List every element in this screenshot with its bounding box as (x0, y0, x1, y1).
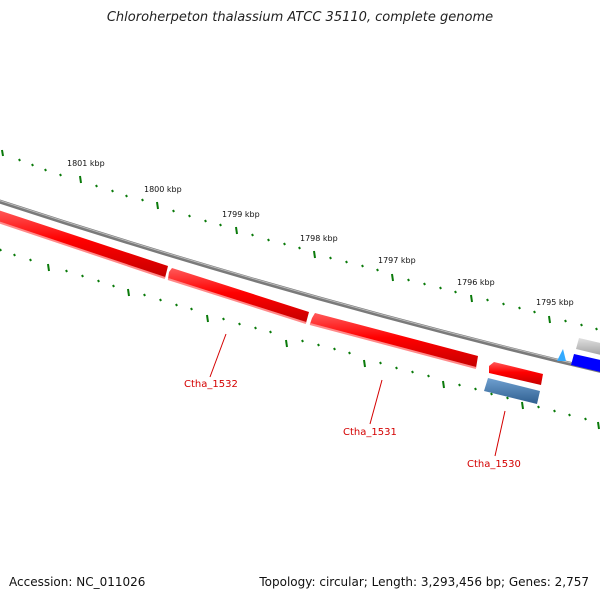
gene-label[interactable]: Ctha_1532 (184, 379, 238, 390)
forward-features (0, 209, 543, 385)
gene-feature[interactable] (0, 209, 168, 278)
ruler-label: 1796 kbp (457, 278, 495, 287)
ruler-label: 1799 kbp (222, 210, 260, 219)
label-leaders (209, 333, 506, 457)
genome-title: Chloroherpeton thalassium ATCC 35110, co… (106, 10, 494, 25)
gene-feature[interactable] (168, 268, 309, 323)
ruler-label: 1801 kbp (67, 159, 105, 168)
inner-tick-track (0, 248, 600, 430)
gene-feature[interactable] (310, 313, 478, 368)
gene-label[interactable]: Ctha_1530 (467, 459, 521, 470)
ruler-label: 1797 kbp (378, 256, 416, 265)
accession-text: Accession: NC_011026 (9, 575, 146, 589)
ruler-label: 1798 kbp (300, 234, 338, 243)
outer-tick-track (1, 149, 598, 331)
genome-stats-text: Topology: circular; Length: 3,293,456 bp… (259, 575, 589, 589)
ruler-label: 1800 kbp (144, 185, 182, 194)
gene-feature-partial[interactable] (571, 354, 600, 373)
gene-feature-partial[interactable] (576, 338, 600, 356)
gene-feature[interactable] (489, 362, 543, 385)
marker-arrow-icon (557, 349, 566, 361)
ruler-labels: 1801 kbp 1800 kbp 1799 kbp 1798 kbp 1797… (67, 159, 574, 307)
genome-backbone (0, 199, 600, 373)
gene-label[interactable]: Ctha_1531 (343, 427, 397, 438)
gene-feature-reverse[interactable] (484, 378, 540, 404)
ruler-label: 1795 kbp (536, 298, 574, 307)
